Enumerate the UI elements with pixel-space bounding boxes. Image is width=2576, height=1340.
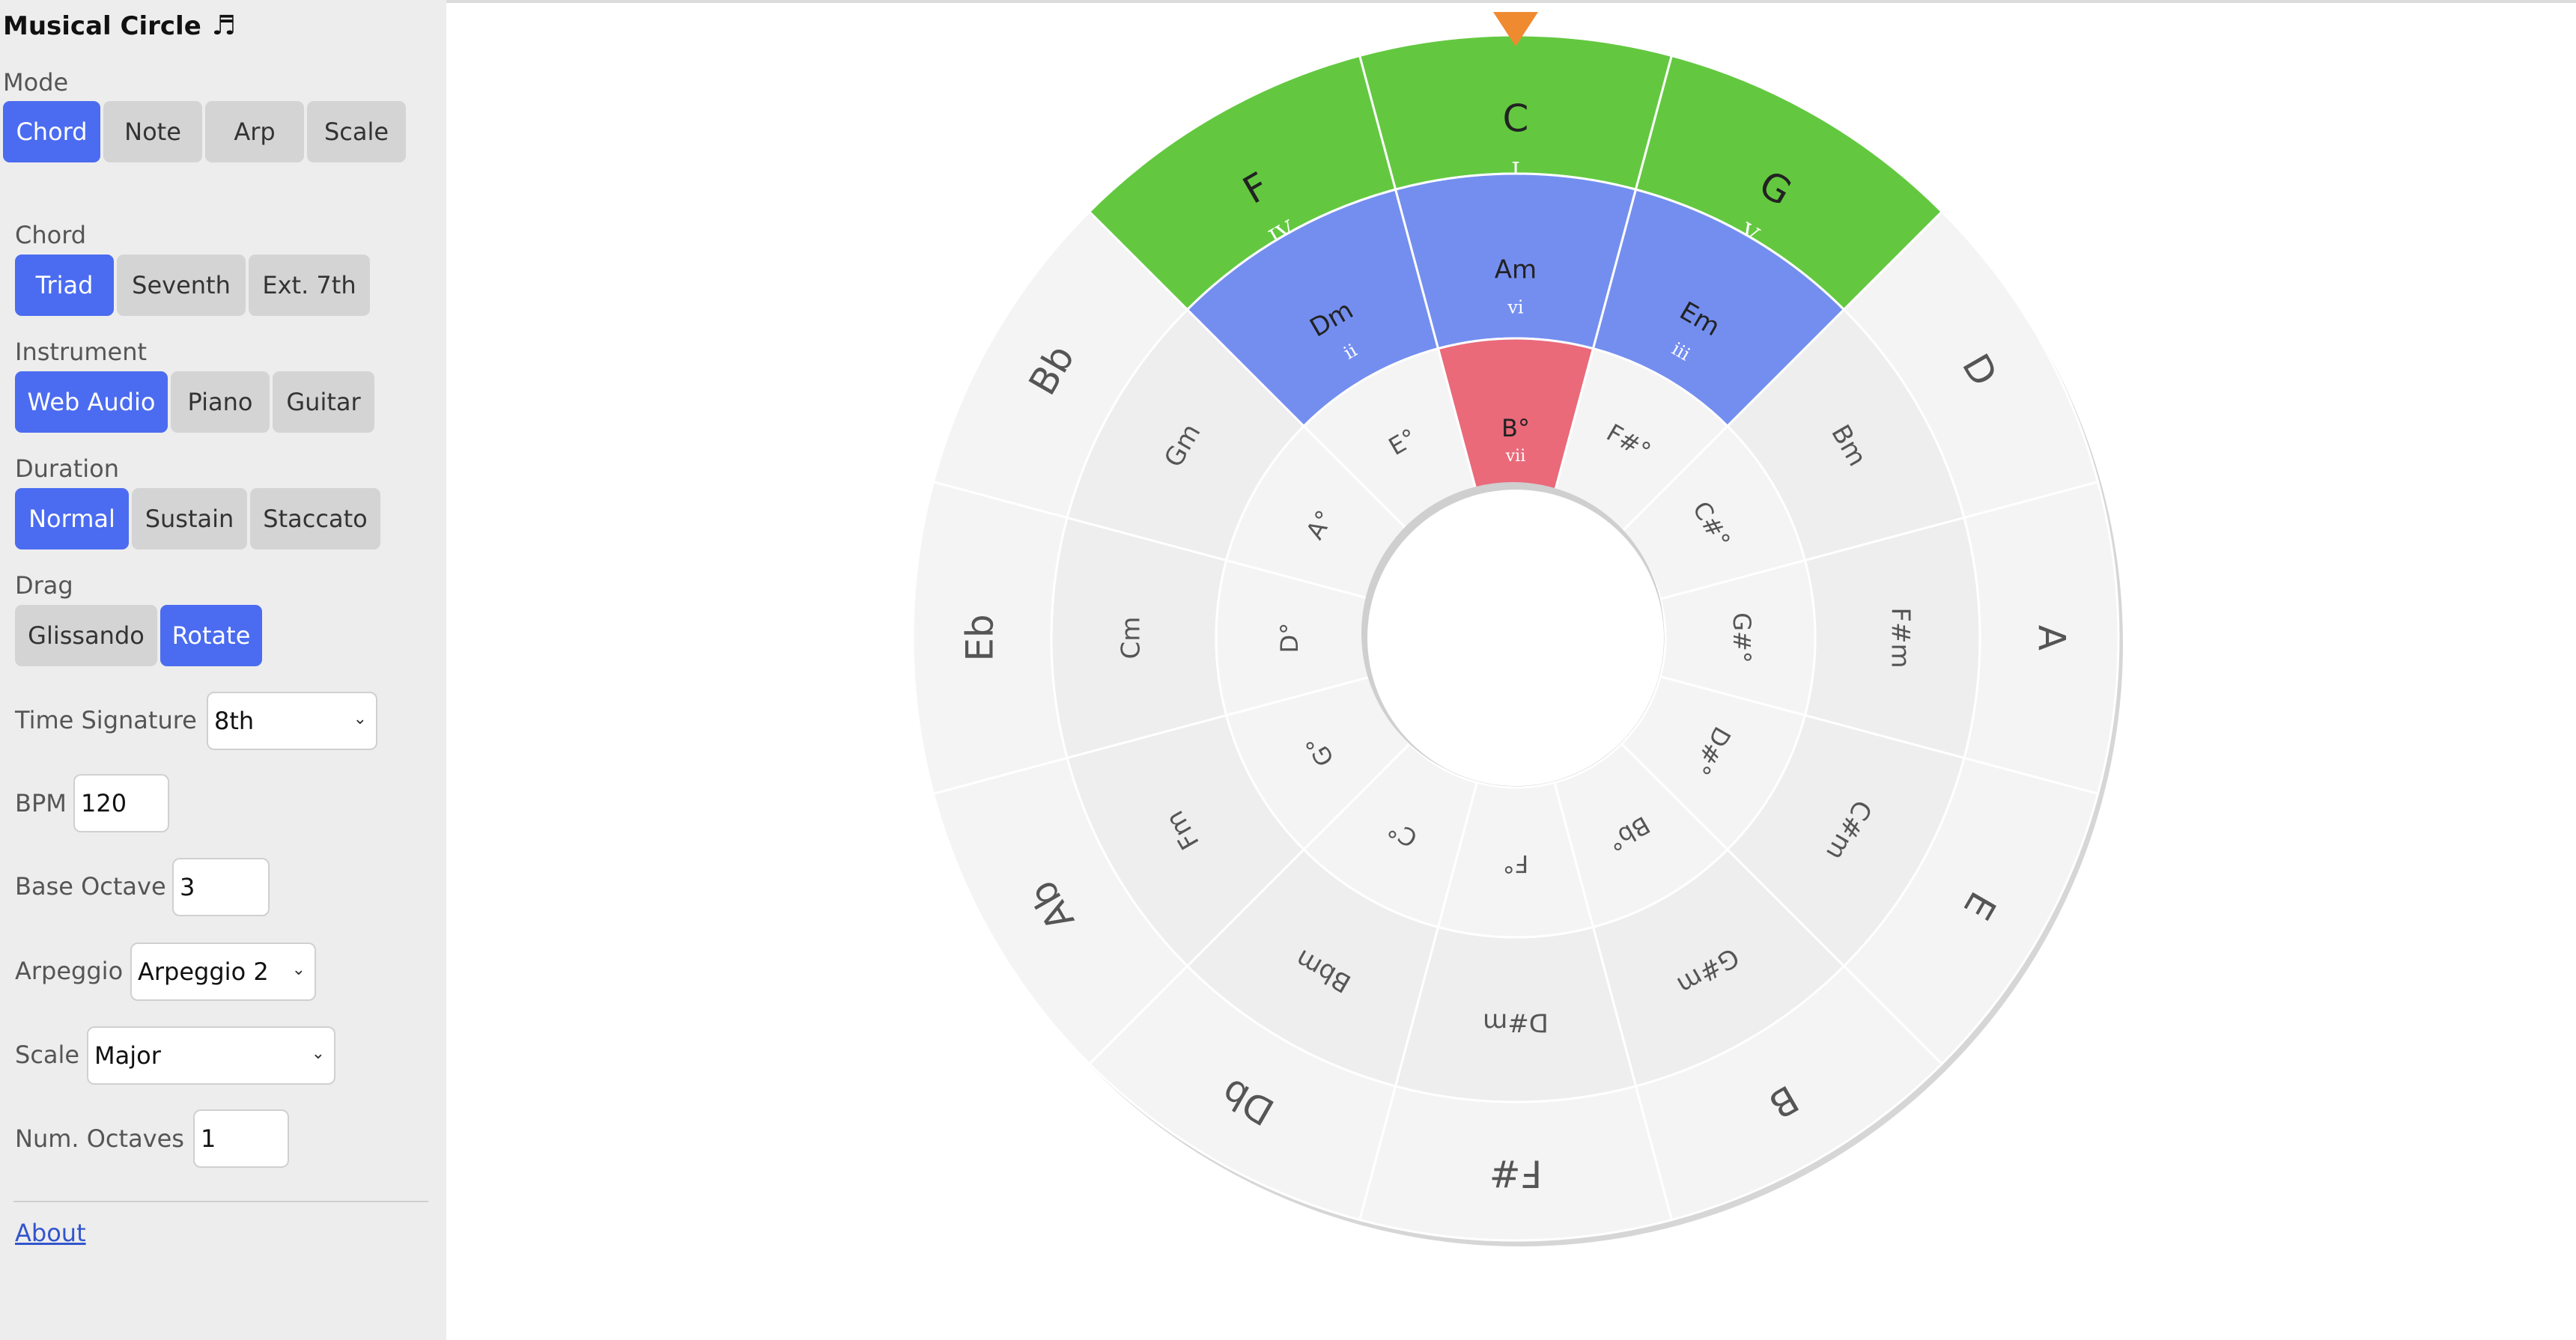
chevron-down-icon: ⌄ <box>311 1044 325 1063</box>
num-octaves-input[interactable]: 1 <box>193 1109 289 1168</box>
bpm-input[interactable]: 120 <box>73 774 169 832</box>
mode-chord-button[interactable]: Chord <box>3 101 100 162</box>
chord-triad-button[interactable]: Triad <box>15 255 114 316</box>
bpm-value: 120 <box>81 789 127 817</box>
duration-staccato-button[interactable]: Staccato <box>250 488 380 549</box>
sidebar-divider <box>13 1201 428 1202</box>
time-signature-value: 8th <box>214 707 255 735</box>
app-title: Musical Circle ♬ <box>3 10 236 41</box>
base-octave-value: 3 <box>180 873 195 901</box>
time-signature-label: Time Signature <box>15 706 197 734</box>
base-octave-label: Base Octave <box>15 872 166 901</box>
scale-value: Major <box>94 1041 161 1070</box>
duration-label: Duration <box>15 454 119 483</box>
instrument-piano-button[interactable]: Piano <box>171 371 270 433</box>
diminished-label-f-dim: F° <box>1503 850 1528 878</box>
major-label-c: C <box>1503 97 1529 141</box>
scale-select[interactable]: Major ⌄ <box>87 1026 335 1085</box>
diminished-roman-b-dim: vii <box>1505 447 1526 466</box>
mode-scale-button[interactable]: Scale <box>307 101 406 162</box>
instrument-button-group: Web Audio Piano Guitar <box>15 371 374 433</box>
music-note-icon: ♬ <box>211 10 237 41</box>
mode-label: Mode <box>3 68 69 97</box>
duration-normal-button[interactable]: Normal <box>15 488 129 549</box>
arpeggio-label: Arpeggio <box>15 957 124 985</box>
major-label-a: A <box>2030 625 2074 651</box>
chord-button-group: Triad Seventh Ext. 7th <box>15 255 370 316</box>
major-label-f-sharp: F# <box>1489 1152 1543 1196</box>
instrument-label: Instrument <box>15 338 148 366</box>
arpeggio-value: Arpeggio 2 <box>138 957 269 986</box>
minor-label-cm: Cm <box>1117 617 1146 660</box>
drag-rotate-button[interactable]: Rotate <box>160 605 262 666</box>
drag-button-group: Glissando Rotate <box>15 605 262 666</box>
app-title-text: Musical Circle <box>3 11 201 41</box>
instrument-web-audio-button[interactable]: Web Audio <box>15 371 168 433</box>
major-label-eb: Eb <box>959 614 1002 661</box>
chord-seventh-button[interactable]: Seventh <box>117 255 246 316</box>
diminished-label-d-dim: D° <box>1275 623 1304 654</box>
time-signature-select[interactable]: 8th ⌄ <box>207 692 377 750</box>
about-link[interactable]: About <box>15 1219 86 1247</box>
mode-arp-button[interactable]: Arp <box>205 101 304 162</box>
chevron-down-icon: ⌄ <box>291 960 306 979</box>
major-roman-c: I <box>1511 158 1520 184</box>
chord-label: Chord <box>15 221 87 249</box>
drag-label: Drag <box>15 571 73 600</box>
instrument-guitar-button[interactable]: Guitar <box>273 371 374 433</box>
duration-sustain-button[interactable]: Sustain <box>132 488 247 549</box>
settings-sidebar: Musical Circle ♬ Mode Chord Note Arp Scal… <box>0 0 446 1340</box>
num-octaves-label: Num. Octaves <box>15 1124 184 1153</box>
minor-label-f-sharpm: F#m <box>1886 607 1916 668</box>
center-hole <box>1367 490 1664 786</box>
bpm-label: BPM <box>15 789 67 817</box>
mode-button-group: Chord Note Arp Scale <box>3 101 406 162</box>
num-octaves-value: 1 <box>201 1124 216 1153</box>
mode-note-button[interactable]: Note <box>103 101 202 162</box>
chevron-down-icon: ⌄ <box>353 710 367 728</box>
pointer-triangle-icon <box>1493 12 1538 46</box>
base-octave-input[interactable]: 3 <box>172 858 270 916</box>
diminished-label-g-sharp-dim: G#° <box>1728 612 1756 663</box>
top-border <box>446 0 2576 3</box>
minor-label-d-sharpm: D#m <box>1483 1008 1549 1038</box>
chord-ext7th-button[interactable]: Ext. 7th <box>249 255 370 316</box>
duration-button-group: Normal Sustain Staccato <box>15 488 380 549</box>
minor-label-am: Am <box>1495 255 1537 285</box>
scale-label: Scale <box>15 1041 80 1069</box>
arpeggio-select[interactable]: Arpeggio 2 ⌄ <box>130 942 316 1001</box>
diminished-label-b-dim: B° <box>1501 414 1530 442</box>
drag-glissando-button[interactable]: Glissando <box>15 605 157 666</box>
minor-roman-am: vi <box>1507 297 1524 318</box>
